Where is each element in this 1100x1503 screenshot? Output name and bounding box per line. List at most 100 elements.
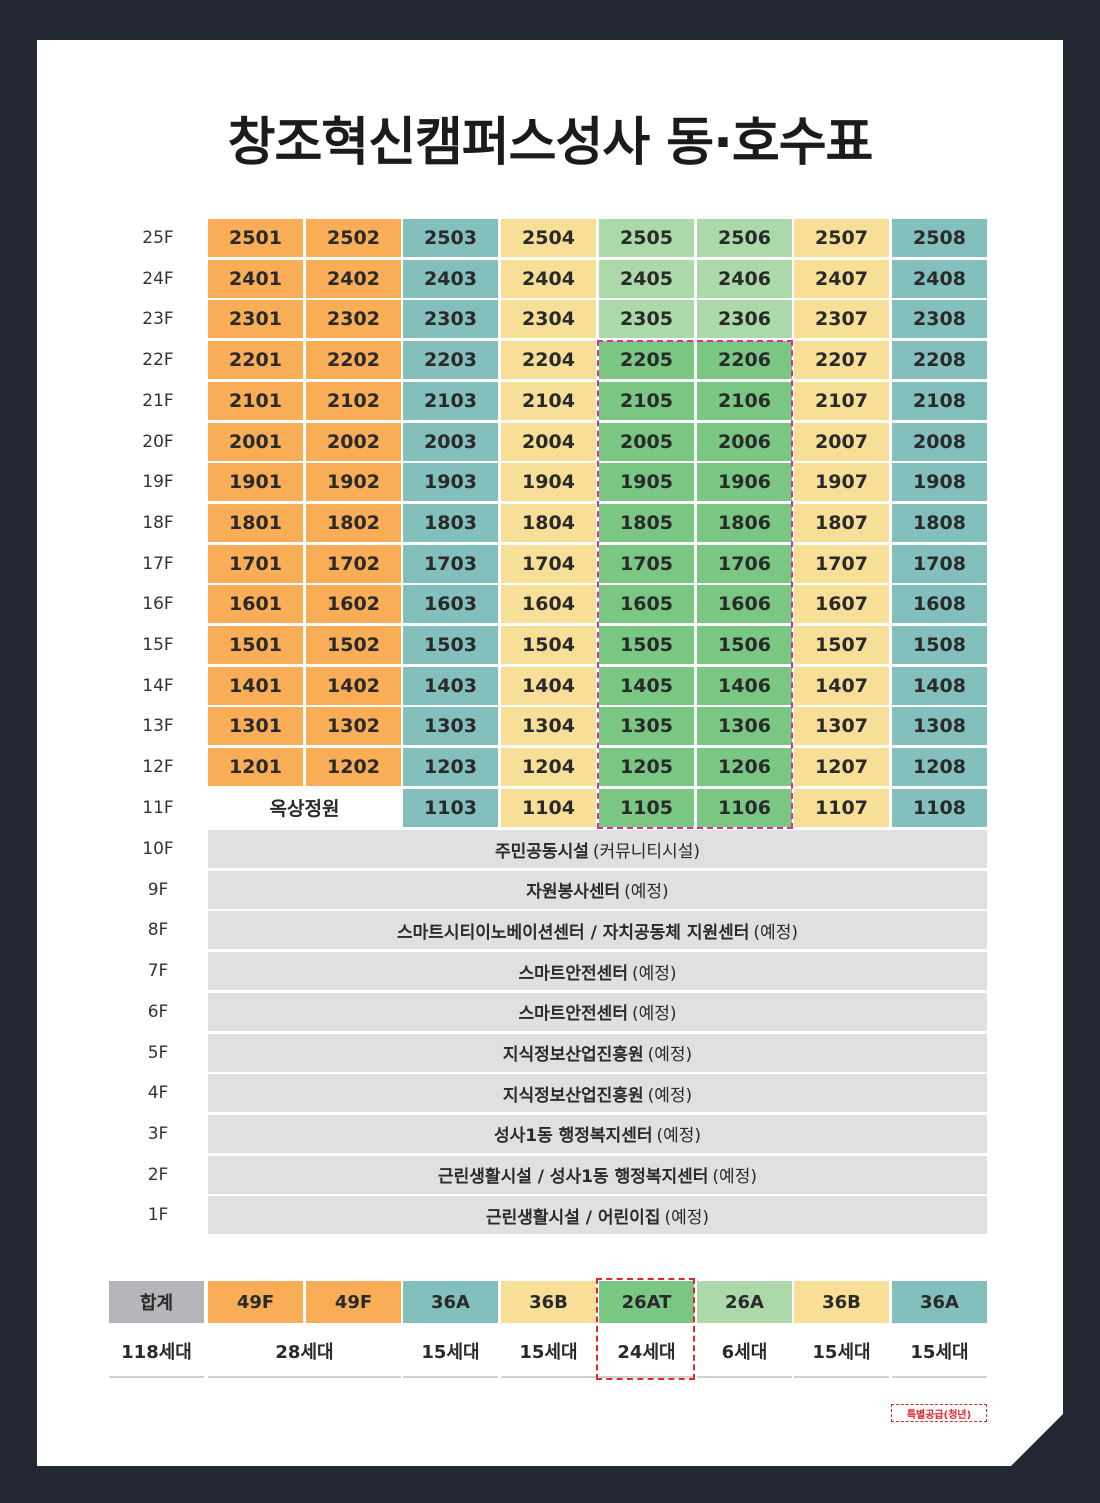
unit-cell[interactable]: 1104 xyxy=(501,788,596,827)
unit-cell[interactable]: 1204 xyxy=(501,748,596,787)
unit-cell[interactable]: 1706 xyxy=(697,544,792,583)
unit-cell[interactable]: 1108 xyxy=(892,788,987,827)
unit-cell[interactable]: 2506 xyxy=(697,219,792,257)
unit-cell[interactable]: 2302 xyxy=(306,300,401,339)
unit-cell[interactable]: 2008 xyxy=(892,422,987,461)
unit-cell[interactable]: 2402 xyxy=(306,259,401,298)
unit-cell[interactable]: 1304 xyxy=(501,707,596,746)
unit-cell[interactable]: 2502 xyxy=(306,219,401,257)
unit-cell[interactable]: 1703 xyxy=(403,544,498,583)
unit-cell[interactable]: 2403 xyxy=(403,259,498,298)
unit-cell[interactable]: 1505 xyxy=(599,626,694,664)
unit-cell[interactable]: 1401 xyxy=(208,666,303,705)
unit-cell[interactable]: 1908 xyxy=(892,463,987,502)
unit-cell[interactable]: 1308 xyxy=(892,707,987,746)
unit-cell[interactable]: 1402 xyxy=(306,666,401,705)
unit-cell[interactable]: 1603 xyxy=(403,585,498,624)
unit-cell[interactable]: 1107 xyxy=(794,788,889,827)
unit-cell[interactable]: 2203 xyxy=(403,341,498,380)
unit-cell[interactable]: 2108 xyxy=(892,381,987,420)
unit-cell[interactable]: 1504 xyxy=(501,626,596,664)
unit-cell[interactable]: 2004 xyxy=(501,422,596,461)
unit-cell[interactable]: 1407 xyxy=(794,666,889,705)
unit-cell[interactable]: 1506 xyxy=(697,626,792,664)
unit-cell[interactable]: 2105 xyxy=(599,381,694,420)
unit-cell[interactable]: 2301 xyxy=(208,300,303,339)
unit-cell[interactable]: 1604 xyxy=(501,585,596,624)
unit-cell[interactable]: 2408 xyxy=(892,259,987,298)
unit-cell[interactable]: 2307 xyxy=(794,300,889,339)
unit-cell[interactable]: 1601 xyxy=(208,585,303,624)
unit-cell[interactable]: 1602 xyxy=(306,585,401,624)
unit-cell[interactable]: 2305 xyxy=(599,300,694,339)
unit-cell[interactable]: 2001 xyxy=(208,422,303,461)
unit-cell[interactable]: 1707 xyxy=(794,544,889,583)
unit-cell[interactable]: 1502 xyxy=(306,626,401,664)
unit-cell[interactable]: 2303 xyxy=(403,300,498,339)
unit-cell[interactable]: 2205 xyxy=(599,341,694,380)
unit-cell[interactable]: 2406 xyxy=(697,259,792,298)
unit-cell[interactable]: 2104 xyxy=(501,381,596,420)
unit-cell[interactable]: 2503 xyxy=(403,219,498,257)
unit-cell[interactable]: 1408 xyxy=(892,666,987,705)
unit-cell[interactable]: 1202 xyxy=(306,748,401,787)
unit-cell[interactable]: 1501 xyxy=(208,626,303,664)
unit-cell[interactable]: 1802 xyxy=(306,503,401,542)
unit-cell[interactable]: 2005 xyxy=(599,422,694,461)
unit-cell[interactable]: 1906 xyxy=(697,463,792,502)
unit-cell[interactable]: 1301 xyxy=(208,707,303,746)
unit-cell[interactable]: 2007 xyxy=(794,422,889,461)
unit-cell[interactable]: 2505 xyxy=(599,219,694,257)
unit-cell[interactable]: 2106 xyxy=(697,381,792,420)
unit-cell[interactable]: 2202 xyxy=(306,341,401,380)
unit-cell[interactable]: 1201 xyxy=(208,748,303,787)
unit-cell[interactable]: 1203 xyxy=(403,748,498,787)
unit-cell[interactable]: 1907 xyxy=(794,463,889,502)
unit-cell[interactable]: 1905 xyxy=(599,463,694,502)
unit-cell[interactable]: 1403 xyxy=(403,666,498,705)
unit-cell[interactable]: 1807 xyxy=(794,503,889,542)
unit-cell[interactable]: 2101 xyxy=(208,381,303,420)
unit-cell[interactable]: 2508 xyxy=(892,219,987,257)
unit-cell[interactable]: 2103 xyxy=(403,381,498,420)
unit-cell[interactable]: 1804 xyxy=(501,503,596,542)
unit-cell[interactable]: 1507 xyxy=(794,626,889,664)
unit-cell[interactable]: 2107 xyxy=(794,381,889,420)
unit-cell[interactable]: 1701 xyxy=(208,544,303,583)
unit-cell[interactable]: 1702 xyxy=(306,544,401,583)
unit-cell[interactable]: 2304 xyxy=(501,300,596,339)
unit-cell[interactable]: 1801 xyxy=(208,503,303,542)
unit-cell[interactable]: 1205 xyxy=(599,748,694,787)
unit-cell[interactable]: 2003 xyxy=(403,422,498,461)
unit-cell[interactable]: 1806 xyxy=(697,503,792,542)
unit-cell[interactable]: 2308 xyxy=(892,300,987,339)
unit-cell[interactable]: 1607 xyxy=(794,585,889,624)
unit-cell[interactable]: 2006 xyxy=(697,422,792,461)
unit-cell[interactable]: 1902 xyxy=(306,463,401,502)
unit-cell[interactable]: 2208 xyxy=(892,341,987,380)
unit-cell[interactable]: 1405 xyxy=(599,666,694,705)
unit-cell[interactable]: 1808 xyxy=(892,503,987,542)
unit-cell[interactable]: 2405 xyxy=(599,259,694,298)
unit-cell[interactable]: 1901 xyxy=(208,463,303,502)
unit-cell[interactable]: 2207 xyxy=(794,341,889,380)
unit-cell[interactable]: 2201 xyxy=(208,341,303,380)
unit-cell[interactable]: 2002 xyxy=(306,422,401,461)
unit-cell[interactable]: 1406 xyxy=(697,666,792,705)
unit-cell[interactable]: 1606 xyxy=(697,585,792,624)
unit-cell[interactable]: 1705 xyxy=(599,544,694,583)
unit-cell[interactable]: 1302 xyxy=(306,707,401,746)
unit-cell[interactable]: 2501 xyxy=(208,219,303,257)
unit-cell[interactable]: 2404 xyxy=(501,259,596,298)
unit-cell[interactable]: 1303 xyxy=(403,707,498,746)
unit-cell[interactable]: 2401 xyxy=(208,259,303,298)
unit-cell[interactable]: 1803 xyxy=(403,503,498,542)
unit-cell[interactable]: 2102 xyxy=(306,381,401,420)
unit-cell[interactable]: 1208 xyxy=(892,748,987,787)
unit-cell[interactable]: 1704 xyxy=(501,544,596,583)
unit-cell[interactable]: 2206 xyxy=(697,341,792,380)
unit-cell[interactable]: 2306 xyxy=(697,300,792,339)
unit-cell[interactable]: 1404 xyxy=(501,666,596,705)
unit-cell[interactable]: 1307 xyxy=(794,707,889,746)
unit-cell[interactable]: 1207 xyxy=(794,748,889,787)
